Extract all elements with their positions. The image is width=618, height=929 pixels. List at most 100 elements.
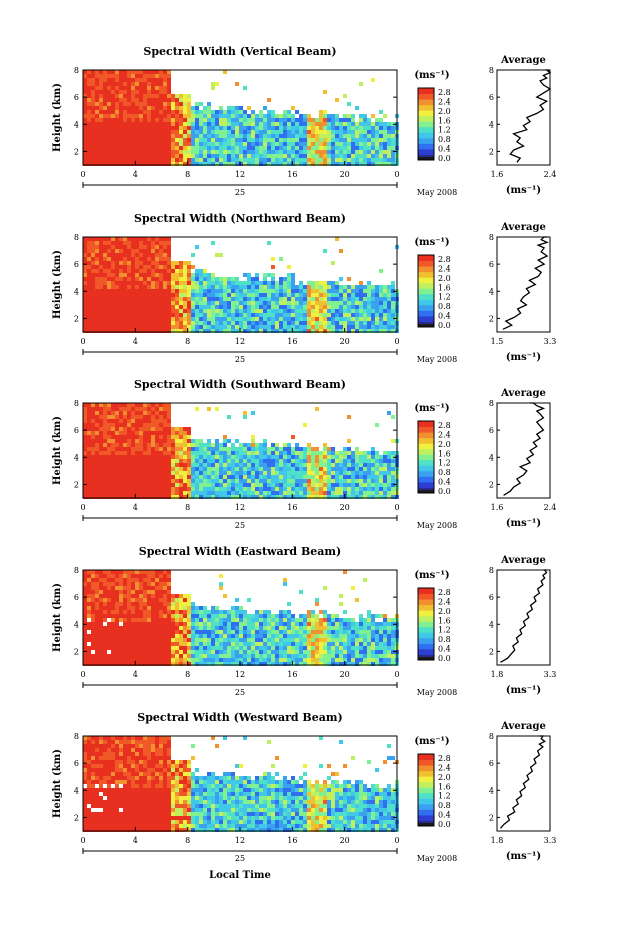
- heatmap-cell: [195, 451, 199, 455]
- heatmap-cell: [271, 491, 275, 495]
- heatmap-cell: [263, 273, 267, 277]
- heatmap-cell: [163, 297, 167, 301]
- heatmap-cell: [223, 289, 227, 293]
- heatmap-cell: [383, 491, 387, 495]
- heatmap-cell: [127, 102, 131, 106]
- heatmap-cell: [135, 475, 139, 479]
- heatmap-cell: [319, 305, 323, 309]
- heatmap-cell: [227, 610, 231, 614]
- heatmap-cell: [183, 329, 187, 333]
- heatmap-cell: [347, 487, 351, 491]
- heatmap-cell: [155, 269, 159, 273]
- heatmap-cell: [211, 479, 215, 483]
- heatmap-cell: [199, 305, 203, 309]
- heatmap-cell: [147, 483, 151, 487]
- heatmap-cell: [107, 261, 111, 265]
- heatmap-cell: [375, 305, 379, 309]
- heatmap-cell: [355, 106, 359, 110]
- heatmap-cell: [111, 82, 115, 86]
- heatmap-cell: [115, 305, 119, 309]
- heatmap-cell: [151, 329, 155, 333]
- heatmap-cell: [187, 94, 191, 98]
- heatmap-cell: [119, 614, 123, 618]
- heatmap-cell: [167, 578, 171, 582]
- heatmap-cell: [327, 447, 331, 451]
- heatmap-cell: [175, 142, 179, 146]
- heatmap-cell: [275, 471, 279, 475]
- heatmap-cell: [211, 281, 215, 285]
- heatmap-cell: [263, 162, 267, 166]
- heatmap-cell: [251, 138, 255, 142]
- heatmap-cell: [151, 483, 155, 487]
- heatmap-cell: [103, 78, 107, 82]
- heatmap-cell: [299, 142, 303, 146]
- heatmap-cell: [167, 309, 171, 313]
- heatmap-cell: [235, 82, 239, 86]
- heatmap-cell: [91, 249, 95, 253]
- heatmap-cell: [339, 483, 343, 487]
- heatmap-cell: [391, 146, 395, 150]
- heatmap-cell: [167, 618, 171, 622]
- heatmap-cell: [115, 110, 119, 114]
- heatmap-cell: [351, 495, 355, 499]
- heatmap-cell: [95, 110, 99, 114]
- heatmap-cell: [119, 281, 123, 285]
- heatmap-cell: [243, 150, 247, 154]
- heatmap-cell: [159, 491, 163, 495]
- heatmap-cell: [351, 463, 355, 467]
- heatmap-cell: [379, 134, 383, 138]
- heatmap-cell: [111, 598, 115, 602]
- heatmap-cell: [223, 622, 227, 626]
- heatmap-cell: [103, 325, 107, 329]
- heatmap-cell: [247, 313, 251, 317]
- heatmap-cell: [215, 491, 219, 495]
- heatmap-cell: [135, 90, 139, 94]
- heatmap-cell: [367, 285, 371, 289]
- heatmap-cell: [131, 622, 135, 626]
- heatmap-cell: [147, 459, 151, 463]
- heatmap-cell: [111, 70, 115, 74]
- heatmap-cell: [139, 618, 143, 622]
- heatmap-cell: [187, 150, 191, 154]
- heatmap-cell: [151, 447, 155, 451]
- heatmap-cell: [199, 269, 203, 273]
- heatmap-cell: [215, 146, 219, 150]
- heatmap-cell: [387, 134, 391, 138]
- heatmap-cell: [163, 495, 167, 499]
- heatmap-cell: [87, 594, 91, 598]
- colorbar-tick: 0.8: [438, 468, 451, 477]
- heatmap-cell: [123, 130, 127, 134]
- heatmap-cell: [111, 463, 115, 467]
- heatmap-cell: [247, 495, 251, 499]
- heatmap-cell: [183, 594, 187, 598]
- heatmap-cell: [343, 289, 347, 293]
- heatmap-cell: [87, 415, 91, 419]
- heatmap-cell: [151, 423, 155, 427]
- heatmap-cell: [219, 130, 223, 134]
- heatmap-cell: [167, 642, 171, 646]
- heatmap-cell: [247, 289, 251, 293]
- heatmap-cell: [119, 297, 123, 301]
- heatmap-cell: [331, 305, 335, 309]
- heatmap-cell: [223, 662, 227, 666]
- heatmap-cell: [95, 162, 99, 166]
- heatmap-cell: [151, 154, 155, 158]
- heatmap-cell: [175, 114, 179, 118]
- heatmap-cell: [171, 487, 175, 491]
- colorbar-swatch: [418, 157, 434, 160]
- heatmap-cell: [219, 285, 223, 289]
- heatmap-cell: [299, 162, 303, 166]
- heatmap-cell: [147, 249, 151, 253]
- heatmap-cell: [355, 475, 359, 479]
- heatmap-cell: [195, 309, 199, 313]
- heatmap-cell: [243, 162, 247, 166]
- heatmap-cell: [243, 463, 247, 467]
- heatmap-cell: [95, 471, 99, 475]
- heatmap-cell: [91, 574, 95, 578]
- heatmap-cell: [203, 642, 207, 646]
- heatmap-cell: [139, 154, 143, 158]
- heatmap-cell: [95, 98, 99, 102]
- heatmap-cell: [231, 329, 235, 333]
- heatmap-cell: [175, 158, 179, 162]
- heatmap-cell: [131, 630, 135, 634]
